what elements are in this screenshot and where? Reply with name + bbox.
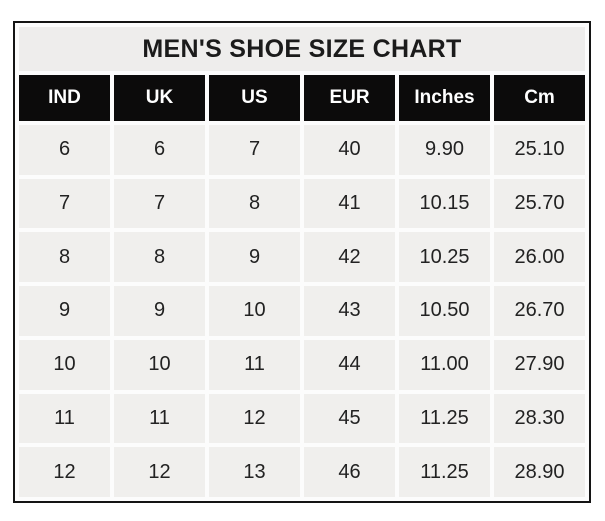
- cell-us: 12: [209, 393, 300, 444]
- cell-uk: 10: [114, 339, 205, 390]
- header-cell-us: US: [209, 75, 300, 121]
- cell-ind: 10: [19, 339, 110, 390]
- cell-inches: 10.15: [399, 178, 490, 229]
- cell-eur: 41: [304, 178, 395, 229]
- table-row: 12 12 13 46 11.25 28.90: [19, 447, 585, 497]
- cell-cm: 28.90: [494, 447, 585, 497]
- header-cell-eur: EUR: [304, 75, 395, 121]
- cell-inches: 10.25: [399, 232, 490, 283]
- table-row: 6 6 7 40 9.90 25.10: [19, 125, 585, 175]
- cell-ind: 6: [19, 125, 110, 175]
- cell-eur: 46: [304, 447, 395, 497]
- cell-uk: 9: [114, 286, 205, 336]
- cell-us: 10: [209, 286, 300, 336]
- cell-us: 11: [209, 339, 300, 390]
- table-row: 10 10 11 44 11.00 27.90: [19, 339, 585, 390]
- cell-cm: 27.90: [494, 339, 585, 390]
- cell-ind: 8: [19, 232, 110, 283]
- cell-eur: 43: [304, 286, 395, 336]
- table-row: 7 7 8 41 10.15 25.70: [19, 178, 585, 229]
- header-cell-ind: IND: [19, 75, 110, 121]
- table-head: MEN'S SHOE SIZE CHART IND UK US EUR Inch…: [19, 27, 585, 121]
- cell-us: 8: [209, 178, 300, 229]
- header-row: IND UK US EUR Inches Cm: [19, 75, 585, 121]
- cell-inches: 10.50: [399, 286, 490, 336]
- cell-eur: 40: [304, 125, 395, 175]
- header-cell-cm: Cm: [494, 75, 585, 121]
- cell-us: 7: [209, 125, 300, 175]
- cell-uk: 6: [114, 125, 205, 175]
- header-cell-inches: Inches: [399, 75, 490, 121]
- cell-cm: 26.70: [494, 286, 585, 336]
- table-row: 11 11 12 45 11.25 28.30: [19, 393, 585, 444]
- cell-eur: 45: [304, 393, 395, 444]
- table-row: 8 8 9 42 10.25 26.00: [19, 232, 585, 283]
- cell-inches: 11.25: [399, 447, 490, 497]
- cell-ind: 9: [19, 286, 110, 336]
- cell-uk: 8: [114, 232, 205, 283]
- cell-cm: 25.10: [494, 125, 585, 175]
- cell-us: 13: [209, 447, 300, 497]
- cell-ind: 12: [19, 447, 110, 497]
- cell-cm: 26.00: [494, 232, 585, 283]
- cell-ind: 11: [19, 393, 110, 444]
- chart-title: MEN'S SHOE SIZE CHART: [19, 27, 585, 71]
- cell-inches: 9.90: [399, 125, 490, 175]
- table-body: 6 6 7 40 9.90 25.10 7 7 8 41 10.15 25.70: [19, 125, 585, 497]
- title-row: MEN'S SHOE SIZE CHART: [19, 27, 585, 71]
- cell-inches: 11.00: [399, 339, 490, 390]
- table-row: 9 9 10 43 10.50 26.70: [19, 286, 585, 336]
- cell-cm: 28.30: [494, 393, 585, 444]
- shoe-size-chart-table: MEN'S SHOE SIZE CHART IND UK US EUR Inch…: [13, 21, 591, 503]
- cell-ind: 7: [19, 178, 110, 229]
- cell-us: 9: [209, 232, 300, 283]
- header-cell-uk: UK: [114, 75, 205, 121]
- cell-inches: 11.25: [399, 393, 490, 444]
- cell-uk: 7: [114, 178, 205, 229]
- cell-uk: 11: [114, 393, 205, 444]
- cell-eur: 44: [304, 339, 395, 390]
- cell-cm: 25.70: [494, 178, 585, 229]
- cell-uk: 12: [114, 447, 205, 497]
- cell-eur: 42: [304, 232, 395, 283]
